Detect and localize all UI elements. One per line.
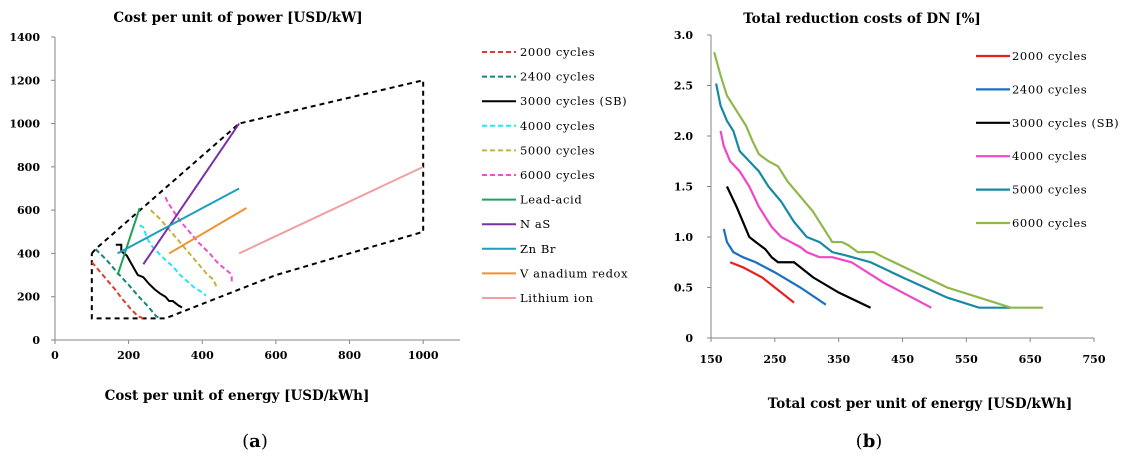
panel-b-y-tick-label: 2.5 xyxy=(674,80,693,93)
panel-a-series xyxy=(91,123,424,320)
panel-b-legend-item: 2000 cycles xyxy=(976,49,1087,63)
panel-b-legend-label: 2000 cycles xyxy=(1012,49,1087,63)
panel-b-y-tick-label: 1.5 xyxy=(674,181,693,194)
panel-a-legend-label: 2000 cycles xyxy=(520,45,595,59)
panel-a-label: (a) xyxy=(242,431,268,452)
panel-a-series-lead-acid xyxy=(116,207,141,276)
panel-b-legend-label: 6000 cycles xyxy=(1012,216,1087,230)
panel-a-legend: 2000 cycles 2400 cycles 3000 cycles (SB) 40… xyxy=(482,45,628,305)
panel-b-legend-item: 2400 cycles xyxy=(976,82,1087,96)
panel-b-y-tick-label: 0.5 xyxy=(674,282,693,295)
panel-b-legend-item: 4000 cycles xyxy=(976,149,1087,163)
panel-a-legend-label: N aS xyxy=(520,217,551,231)
panel-a-y-tick-label: 0 xyxy=(32,334,40,347)
panel-b-legend-item: 5000 cycles xyxy=(976,183,1087,197)
panel-a-series-lithium-ion xyxy=(238,165,424,255)
panel-b-x-tick-label: 450 xyxy=(891,353,914,366)
panel-b-series-2000-cycles xyxy=(729,261,795,304)
panel-a-x-tick-label: 600 xyxy=(264,349,287,362)
panel-b-x-axis-title: Total cost per unit of energy [USD/kWh] xyxy=(768,396,1072,412)
panel-a-legend-label: 2400 cycles xyxy=(520,70,595,84)
panel-a-legend-item: V anadium redox xyxy=(482,266,628,280)
panel-b-x-tick-label: 650 xyxy=(1019,353,1042,366)
panel-a-envelope xyxy=(90,79,425,320)
panel-a-legend-label: 3000 cycles (SB) xyxy=(520,94,627,108)
panel-a-series-5000-cycles xyxy=(150,209,218,289)
panel-a-y-tick-label: 600 xyxy=(17,204,40,217)
panel-b-x-tick-label: 350 xyxy=(827,353,850,366)
panel-b-series-2400-cycles xyxy=(722,228,827,306)
panel-b-series-3000-cycles-sb xyxy=(725,186,872,309)
panel-a-legend-label: Zn Br xyxy=(520,242,556,256)
panel-a-legend-item: 5000 cycles xyxy=(482,143,595,157)
panel-b-chart: Total reduction costs of DN [%] 150 250 35… xyxy=(674,11,1119,452)
panel-b-axes xyxy=(707,34,1095,342)
panel-a-legend-label: 6000 cycles xyxy=(520,168,595,182)
panel-b-x-tick-label: 250 xyxy=(763,353,786,366)
panel-b-legend-label: 3000 cycles (SB) xyxy=(1012,116,1119,130)
panel-b-y-tick-label: 2.0 xyxy=(674,130,693,143)
panel-a-x-tick-label: 0 xyxy=(51,349,59,362)
panel-a-y-tick-label: 1400 xyxy=(9,31,40,44)
panel-b-series-5000-cycles xyxy=(715,83,1012,309)
panel-a-x-tick-label: 1000 xyxy=(408,349,439,362)
panel-b-title: Total reduction costs of DN [%] xyxy=(743,11,981,27)
panel-a-x-axis-title: Cost per unit of energy [USD/kWh] xyxy=(105,388,370,404)
panel-a-legend-item: Lead-acid xyxy=(482,193,582,207)
panel-a-series-zn-br xyxy=(117,187,240,255)
panel-a-legend-label: Lead-acid xyxy=(520,193,582,207)
panel-b-x-tick-label: 550 xyxy=(955,353,978,366)
panel-b-series xyxy=(713,51,1043,309)
panel-a-legend-item: N aS xyxy=(482,217,551,231)
panel-b-legend: 2000 cycles 2400 cycles 3000 cycles (SB) 40… xyxy=(976,49,1119,230)
panel-a-y-tick-label: 800 xyxy=(17,161,40,174)
panel-a-y-tick-label: 1000 xyxy=(9,118,40,131)
panel-b-x-tick-label: 750 xyxy=(1083,353,1106,366)
panel-a-chart: Cost per unit of power [USD/kW] 0 200 400 6… xyxy=(9,10,628,452)
panel-a-legend-label: 4000 cycles xyxy=(520,119,595,133)
panel-b-y-tick-label: 3.0 xyxy=(674,29,693,42)
panel-a-series-6000-cycles xyxy=(164,196,233,284)
panel-a-series-n-as xyxy=(142,123,240,265)
panel-b-tick-labels: 150 250 350 450 550 650 750 0 0.5 1.0 1.5 2.0 2.5 3.0 xyxy=(674,29,1106,366)
panel-b-y-tick-label: 0 xyxy=(685,332,693,345)
panel-a-legend-item: 2400 cycles xyxy=(482,70,595,84)
panel-a-legend-item: 3000 cycles (SB) xyxy=(482,94,627,108)
panel-a-series-3000-cycles-sb xyxy=(115,243,183,309)
panel-a-y-tick-label: 400 xyxy=(17,247,40,260)
panel-a-legend-item: Zn Br xyxy=(482,242,556,256)
panel-a-tick-labels: 0 200 400 600 800 1000 0 200 400 600 800 1000 1200 14… xyxy=(9,31,438,362)
panel-a-legend-item: Lithium ion xyxy=(482,291,594,305)
panel-a-axes xyxy=(51,36,460,344)
panel-a-series-4000-cycles xyxy=(139,224,207,297)
panel-b-label: (b) xyxy=(856,431,883,452)
panel-a-y-tick-label: 1200 xyxy=(9,74,40,87)
panel-b-legend-item: 6000 cycles xyxy=(976,216,1087,230)
panel-b-series-4000-cycles xyxy=(719,130,932,309)
panel-a-x-tick-label: 800 xyxy=(338,349,361,362)
panel-a-legend-label: 5000 cycles xyxy=(520,143,595,157)
panel-b-series-6000-cycles xyxy=(713,51,1043,309)
panel-a-legend-item: 6000 cycles xyxy=(482,168,595,182)
panel-a-legend-item: 4000 cycles xyxy=(482,119,595,133)
panel-a-envelope-line xyxy=(90,79,425,320)
panel-a-x-tick-label: 200 xyxy=(117,349,140,362)
panel-a-legend-item: 2000 cycles xyxy=(482,45,595,59)
panel-b-y-tick-label: 1.0 xyxy=(674,231,693,244)
panel-b-x-tick-label: 150 xyxy=(700,353,723,366)
panel-b-legend-label: 4000 cycles xyxy=(1012,149,1087,163)
panel-a-series-2000-cycles xyxy=(91,261,144,320)
panel-b-legend-label: 5000 cycles xyxy=(1012,183,1087,197)
panel-a-legend-label: V anadium redox xyxy=(519,266,628,280)
panel-a-series-2400-cycles xyxy=(94,248,161,320)
panel-a-x-tick-label: 400 xyxy=(191,349,214,362)
panel-a-legend-label: Lithium ion xyxy=(520,291,594,305)
panel-b-legend-item: 3000 cycles (SB) xyxy=(976,116,1119,130)
panel-a-y-tick-label: 200 xyxy=(17,291,40,304)
panel-a-title: Cost per unit of power [USD/kW] xyxy=(113,10,362,26)
panel-b-legend-label: 2400 cycles xyxy=(1012,82,1087,96)
panel-a-series-v-anadium-redox xyxy=(168,207,247,255)
